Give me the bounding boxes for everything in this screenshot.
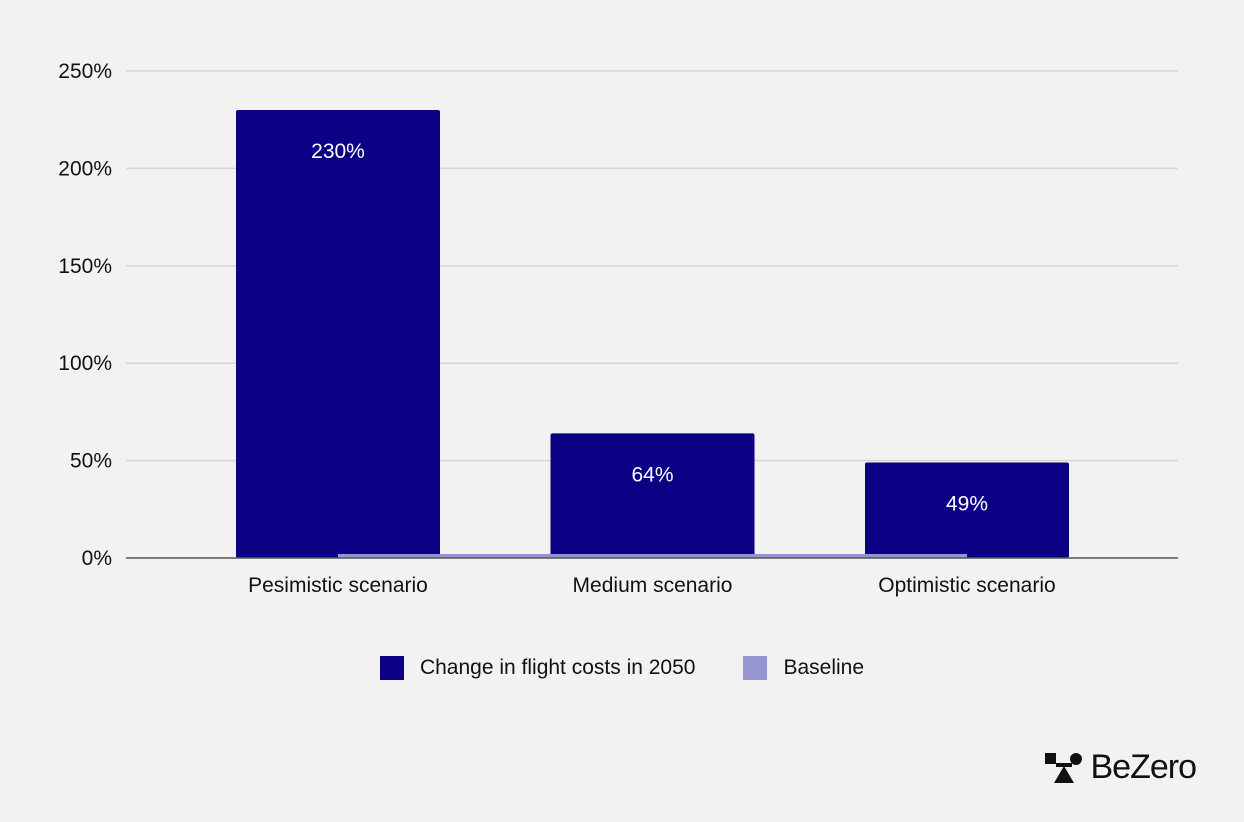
bars (236, 109, 1069, 559)
category-label-2: Medium scenario (573, 574, 733, 597)
y-tick-label: 150% (58, 255, 112, 278)
legend-swatch-change (379, 656, 404, 680)
brand-name: BeZero (1090, 748, 1197, 786)
legend-label-baseline: Baseline (783, 656, 865, 679)
legend-item-change: Change in flight costs in 2050 (379, 656, 696, 680)
data-label-2: 64% (631, 463, 673, 486)
data-labels: 230% 64% 49% (311, 140, 988, 516)
legend-label-change: Change in flight costs in 2050 (419, 656, 696, 679)
bar-2 (550, 433, 755, 558)
y-tick-label: 250% (58, 60, 112, 83)
data-label-3: 49% (946, 493, 988, 516)
bar-chart: 0% 50% 100% 150% 200% 250% 230% 64% 49% Pesimis… (58, 60, 1178, 597)
category-label-1: Pesimistic scenario (248, 574, 428, 597)
brand-logo: BeZero (1044, 748, 1197, 787)
bar-3 (865, 462, 1069, 558)
bar-1 (236, 109, 440, 559)
y-tick-label: 50% (70, 450, 112, 473)
bezero-mark-icon (1044, 752, 1082, 783)
category-label-3: Optimistic scenario (878, 574, 1055, 597)
baseline-series (338, 554, 967, 558)
y-axis-ticks: 0% 50% 100% 150% 200% 250% (58, 60, 112, 570)
baseline-bar (338, 554, 967, 558)
legend: Change in flight costs in 2050 Baseline (0, 656, 1244, 680)
legend-swatch-baseline (743, 656, 768, 680)
legend-item-baseline: Baseline (743, 656, 864, 680)
category-labels: Pesimistic scenario Medium scenario Optimi… (248, 574, 1056, 597)
y-tick-label: 200% (58, 157, 112, 180)
y-tick-label: 100% (58, 352, 112, 375)
y-tick-label: 0% (82, 547, 112, 570)
data-label-1: 230% (311, 140, 365, 163)
